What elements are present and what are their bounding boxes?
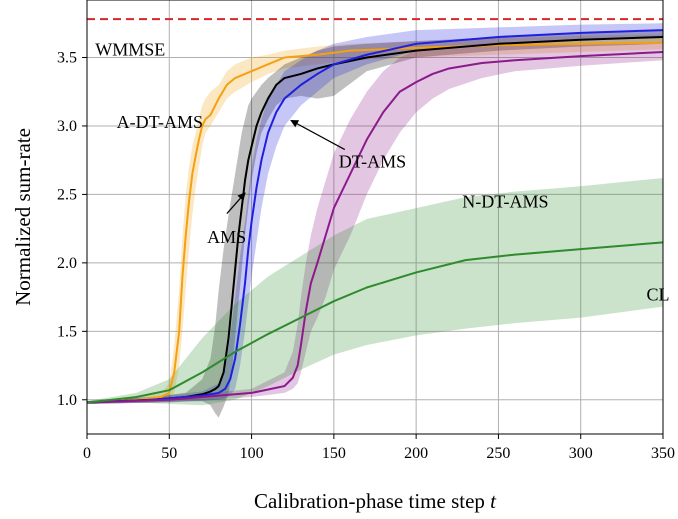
n-dt-ams-band (87, 43, 663, 404)
dt-ams-line (86, 29, 664, 404)
x-tick-label-150: 150 (322, 445, 346, 462)
x-axis-variable: t (490, 489, 497, 513)
x-tick-label-100: 100 (240, 445, 264, 462)
confidence-bands (87, 23, 663, 418)
annotations: WMMSE A-DT-AMS AMS DT-AMS N-DT-AMS CL (95, 39, 669, 304)
x-tick-label-300: 300 (569, 445, 593, 462)
label-cl: CL (647, 284, 670, 304)
y-tick-label-3-5: 3.5 (57, 50, 77, 67)
x-tick-label-50: 50 (161, 445, 177, 462)
x-tick-label-200: 200 (404, 445, 428, 462)
label-wmmse: WMMSE (95, 39, 165, 59)
cl-line (86, 241, 664, 404)
n-dt-ams-line (86, 51, 664, 404)
y-tick-label-1: 1.0 (57, 392, 77, 409)
plot-frame (86, 0, 664, 435)
x-tick-label-350: 350 (651, 445, 675, 462)
x-tick-label-0: 0 (83, 445, 91, 462)
y-tick-label-3: 3.0 (57, 118, 77, 135)
axis-ticks: 0 50 100 150 200 250 300 350 1.0 1.5 2.0 2.5 3.0 3.5 (57, 50, 675, 462)
a-dt-ams-line (86, 41, 664, 404)
y-tick-label-1-5: 1.5 (57, 323, 77, 340)
series-lines (86, 29, 664, 404)
x-tick-label-250: 250 (486, 445, 510, 462)
y-tick-label-2: 2.0 (57, 255, 77, 272)
cl-band (87, 177, 663, 406)
ams-arrow (226, 192, 246, 214)
dt-ams-arrow (290, 119, 346, 151)
y-axis-title: Normalized sum-rate (11, 128, 35, 306)
label-dt-ams: DT-AMS (339, 152, 406, 172)
x-axis-title-text: Calibration-phase time step (254, 489, 485, 513)
label-ams: AMS (207, 227, 246, 247)
label-a-dt-ams: A-DT-AMS (117, 112, 203, 132)
label-n-dt-ams: N-DT-AMS (462, 191, 548, 211)
x-axis-title: Calibration-phase time step t (254, 489, 497, 513)
y-tick-label-2-5: 2.5 (57, 186, 77, 203)
